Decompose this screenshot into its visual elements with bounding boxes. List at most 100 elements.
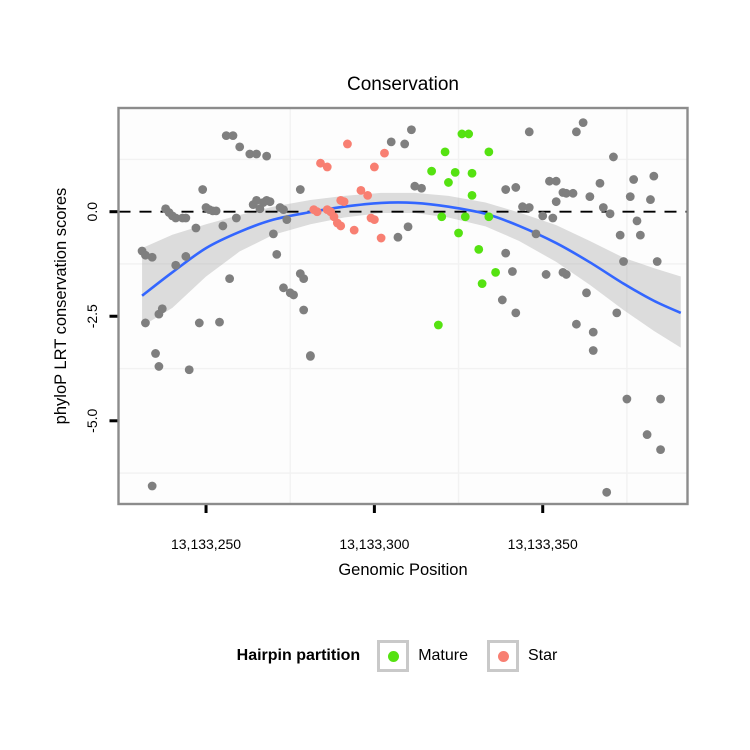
data-point-other: [147, 252, 157, 262]
data-point-other: [218, 221, 228, 231]
data-point-other: [184, 365, 194, 375]
conservation-plot: 13,133,250 13,133,300 13,133,350 0.0 -2.5 -5.…: [84, 106, 689, 552]
data-point-other: [181, 252, 191, 261]
data-point-other: [279, 283, 288, 293]
data-point-other: [531, 229, 541, 239]
data-point-other: [511, 308, 521, 318]
data-point-star: [356, 185, 366, 195]
data-point-other: [602, 487, 612, 497]
data-point-other: [501, 185, 511, 194]
data-point-other: [561, 188, 571, 198]
data-point-other: [545, 176, 554, 186]
data-point-other: [588, 346, 598, 355]
data-point-other: [619, 257, 628, 266]
data-point-mature: [467, 190, 477, 200]
data-point-star: [369, 162, 379, 172]
data-point-mature: [440, 147, 450, 157]
data-point-star: [336, 221, 346, 231]
data-point-other: [221, 131, 231, 140]
data-point-other: [154, 309, 164, 319]
data-point-other: [141, 250, 150, 260]
data-point-other: [289, 290, 298, 300]
x-tick-label: 13,133,300: [339, 536, 409, 552]
legend-label-mature: Mature: [418, 647, 468, 664]
data-point-other: [215, 317, 224, 327]
data-point-other: [171, 213, 181, 223]
data-point-other: [571, 127, 581, 137]
legend-title: Hairpin partition: [236, 647, 361, 664]
data-point-other: [642, 430, 652, 439]
data-point-other: [198, 185, 208, 194]
data-point-other: [518, 202, 527, 212]
legend-label-star: Star: [528, 647, 558, 664]
data-point-other: [625, 192, 635, 202]
data-point-other: [231, 213, 241, 223]
data-point-other: [252, 196, 261, 205]
data-point-other: [548, 213, 558, 223]
data-point-other: [400, 139, 410, 149]
data-point-star: [316, 158, 325, 168]
data-point-other: [386, 137, 396, 147]
data-point-star: [343, 139, 352, 149]
data-point-other: [646, 195, 655, 204]
data-point-other: [632, 216, 642, 226]
data-point-mature: [467, 168, 477, 178]
data-point-other: [407, 125, 416, 135]
data-point-other: [272, 249, 282, 259]
data-point-other: [649, 171, 659, 181]
data-point-star: [376, 233, 386, 243]
data-point-other: [228, 131, 238, 140]
legend-key-star: [487, 640, 519, 672]
data-point-other: [609, 152, 618, 162]
data-point-other: [652, 257, 662, 266]
legend-key-mature: [377, 640, 410, 672]
data-point-other: [568, 188, 578, 198]
y-axis-title: phyloP LRT conservation scores: [52, 187, 70, 425]
data-point-other: [612, 308, 622, 318]
panel-background: [118, 108, 688, 504]
data-point-other: [268, 229, 278, 239]
data-point-other: [403, 222, 413, 232]
data-point-other: [622, 394, 632, 404]
data-point-other: [629, 175, 639, 184]
data-point-other: [194, 318, 204, 328]
data-point-mature: [484, 212, 494, 222]
data-point-other: [279, 205, 288, 215]
data-point-other: [393, 232, 403, 242]
data-point-other: [588, 327, 598, 337]
data-point-other: [154, 362, 164, 371]
data-point-other: [551, 197, 561, 207]
data-point-other: [225, 274, 235, 284]
data-point-other: [147, 481, 157, 491]
data-point-other: [551, 176, 561, 186]
data-point-other: [299, 305, 309, 315]
data-point-other: [585, 192, 595, 202]
data-point-other: [501, 248, 511, 258]
data-point-other: [578, 118, 588, 128]
data-point-star: [380, 148, 389, 158]
data-point-mature: [491, 267, 500, 277]
data-point-other: [211, 206, 221, 216]
data-point-mature: [433, 320, 443, 330]
data-point-other: [282, 215, 292, 225]
y-tick-label: 0.0: [84, 202, 100, 222]
star-dot-icon: [497, 650, 509, 662]
data-point-other: [417, 183, 426, 193]
data-point-star: [369, 215, 379, 225]
data-point-other: [235, 142, 245, 152]
data-point-star: [322, 162, 332, 172]
data-point-other: [656, 445, 665, 455]
x-tick-label: 13,133,350: [508, 536, 578, 552]
data-point-other: [541, 270, 551, 279]
data-point-mature: [427, 166, 437, 176]
data-point-other: [538, 211, 548, 221]
data-point-other: [252, 149, 261, 159]
data-point-other: [497, 295, 507, 305]
data-point-other: [558, 267, 568, 277]
data-point-other: [582, 288, 591, 298]
data-point-other: [524, 203, 534, 212]
data-point-star: [339, 197, 349, 207]
data-point-star: [349, 225, 359, 235]
data-point-other: [141, 318, 150, 328]
data-point-other: [295, 185, 305, 194]
